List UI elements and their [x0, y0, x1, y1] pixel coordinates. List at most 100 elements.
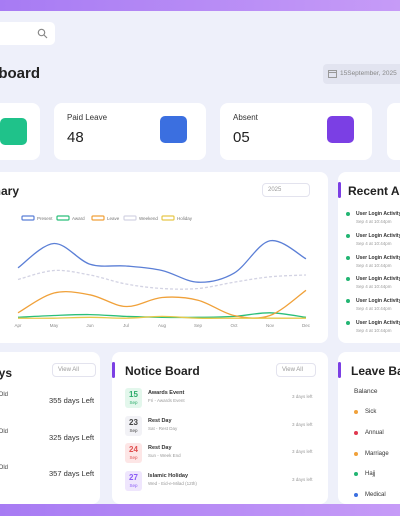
leave-type: Hajj	[365, 471, 376, 478]
holidays-card: Upcoming Holidays View All Old 355 days L…	[0, 352, 100, 504]
legend-swatch	[56, 215, 70, 221]
stat-label: Absent	[233, 113, 258, 122]
activity-time: Sep 4 at 10:44pm	[356, 284, 392, 290]
activity-title: User Login Activity	[356, 254, 400, 261]
legend-swatch	[161, 215, 175, 221]
days-left: 355 days Left	[49, 396, 95, 405]
x-tick-label: May	[50, 323, 59, 328]
activity-title: User Login Activity	[356, 320, 400, 326]
bottom-bar	[0, 504, 400, 516]
series-line	[17, 240, 307, 283]
leave-type: Marriage	[365, 450, 389, 457]
holiday-name: Old	[0, 392, 8, 398]
x-tick-label: Jul	[123, 323, 129, 328]
x-tick-label: Aug	[158, 323, 167, 328]
activity-title: User Login Activity	[356, 232, 400, 239]
leave-dot	[354, 410, 358, 414]
badge-day: 24	[129, 445, 138, 454]
status-dot	[346, 233, 350, 238]
x-tick-label: Apr	[14, 323, 22, 328]
legend-swatch	[21, 215, 35, 221]
search-icon	[37, 28, 48, 39]
notice-title: Rest Day	[148, 445, 172, 451]
year-filter[interactable]: 2025	[262, 183, 310, 197]
leave-dot	[354, 493, 358, 498]
card-title: Notice Board	[125, 364, 200, 378]
top-bar	[0, 0, 400, 11]
activity-title: User Login Activity	[356, 298, 400, 305]
calendar-icon	[328, 70, 337, 78]
holiday-name: Old	[0, 465, 8, 471]
leave-type: Sick	[365, 409, 377, 415]
days-left: 357 days Left	[49, 469, 95, 478]
notice-subtitle: Fri - Awards Event	[148, 398, 185, 403]
page-title: Dashboard	[0, 65, 40, 82]
stat-icon	[160, 116, 187, 143]
card-title: Leave Balance	[351, 364, 400, 378]
x-tick-label: Oct	[230, 323, 238, 328]
badge-day: 27	[129, 472, 138, 482]
leave-dot	[354, 430, 358, 435]
activity-time: Sep 4 at 10:44pm	[356, 262, 392, 268]
column-header: Balance	[354, 388, 378, 395]
filter-text: 2025	[268, 187, 282, 193]
stat-value: 05	[233, 129, 250, 146]
notice-subtitle: Wed - Eid-e-Milad (12th)	[148, 480, 197, 486]
leave-type: Medical	[365, 492, 386, 499]
card-title: Upcoming Holidays	[0, 366, 12, 380]
date-badge: 23 Sep	[125, 415, 142, 436]
notice-title: Awards Event	[148, 390, 185, 396]
stat-card	[0, 103, 40, 160]
legend-label: Holiday	[177, 216, 193, 221]
stat-card: Absent 05	[220, 103, 372, 160]
activity-title: User Login Activity	[356, 276, 400, 283]
series-line	[17, 289, 307, 319]
leave-dot	[354, 472, 358, 477]
x-tick-label: Nov	[266, 323, 275, 328]
stat-value: 48	[67, 129, 84, 146]
line-chart: Present Award Leave Weekend Holiday Apr May Jun…	[14, 215, 311, 328]
notice-due: 3 days left	[292, 449, 313, 454]
view-all[interactable]: View All	[52, 363, 96, 377]
notice-due: 3 days left	[292, 476, 313, 482]
status-dot	[346, 212, 350, 216]
notice-subtitle: Sat - Rest Day	[148, 425, 178, 431]
legend-swatch	[123, 215, 137, 221]
badge-month: Sep	[129, 455, 138, 460]
date-text: 15September, 2025	[340, 70, 397, 77]
search-box[interactable]	[0, 22, 55, 45]
status-dot	[346, 255, 350, 260]
stat-icon	[327, 116, 354, 143]
notice-due: 3 days left	[292, 394, 313, 399]
activity-time: Sep 4 at 10:44pm	[356, 306, 392, 312]
summary-card: Attendance Summary 2025 Present Award Leav…	[0, 172, 328, 343]
filter-text: View All	[58, 367, 79, 373]
x-tick-label: Jun	[86, 323, 94, 328]
leave-dot	[354, 451, 358, 456]
stat-card	[387, 103, 400, 160]
series-line	[17, 312, 307, 319]
legend-label: Award	[72, 216, 85, 221]
leave-balance-card: Leave Balance Balance Sick Annual Marriage…	[338, 352, 400, 504]
title-accent	[112, 362, 115, 378]
badge-day: 15	[129, 390, 138, 399]
days-left: 325 days Left	[49, 432, 95, 442]
date-picker[interactable]: 15September, 2025	[323, 64, 400, 84]
notice-title: Islamic Holiday	[148, 472, 189, 479]
activity-time: Sep 4 at 10:44pm	[356, 328, 392, 333]
view-all[interactable]: View All	[276, 363, 316, 377]
activity-title: User Login Activity	[356, 211, 400, 217]
filter-text: View All	[282, 367, 303, 373]
badge-month: Sep	[129, 482, 138, 488]
legend-label: Present	[37, 216, 53, 221]
stat-card: Paid Leave 48	[54, 103, 206, 160]
badge-month: Sep	[129, 427, 138, 433]
status-dot	[346, 321, 350, 325]
legend-swatch	[91, 215, 105, 221]
date-badge: 27 Sep	[125, 470, 142, 491]
status-dot	[346, 277, 350, 282]
status-dot	[346, 299, 350, 304]
series-line	[17, 315, 306, 319]
